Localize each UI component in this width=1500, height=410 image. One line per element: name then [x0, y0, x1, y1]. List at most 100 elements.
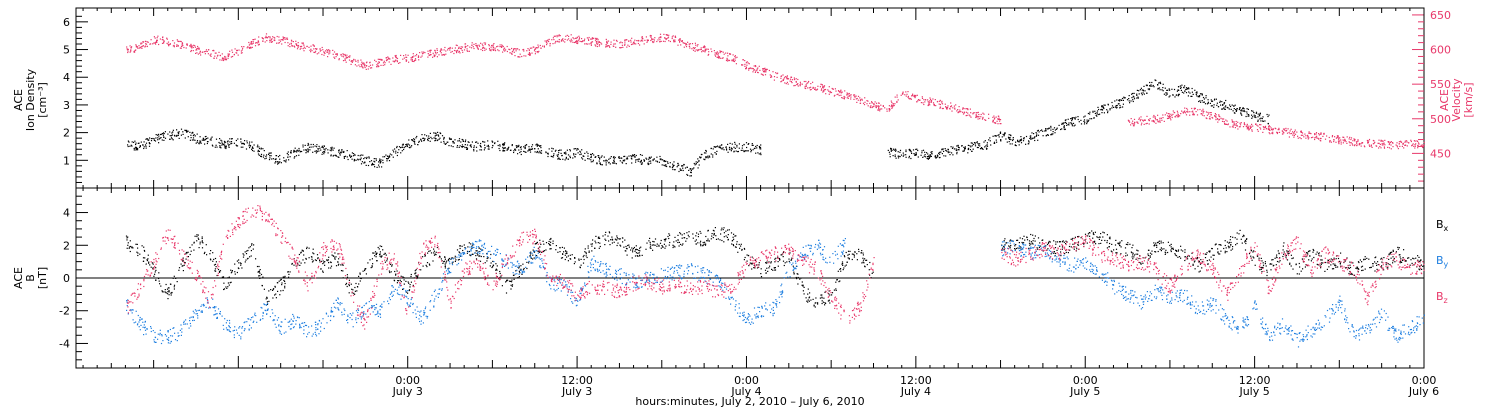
density-point: [1119, 107, 1121, 109]
bx-point: [306, 246, 308, 248]
velocity-point: [893, 104, 895, 107]
density-point: [499, 145, 501, 147]
bx-point: [615, 239, 617, 241]
bx-point: [582, 256, 584, 258]
bx-point: [612, 239, 614, 241]
density-point: [285, 159, 287, 161]
density-point: [1086, 123, 1088, 125]
density-point: [915, 148, 917, 150]
bx-point: [391, 265, 393, 267]
density-point: [528, 149, 530, 151]
density-point: [915, 152, 917, 154]
bx-point: [258, 270, 260, 272]
density-point: [244, 140, 246, 142]
density-point: [1143, 85, 1145, 87]
density-point: [463, 145, 465, 148]
velocity-point: [719, 51, 722, 53]
bx-point: [426, 262, 429, 264]
density-point: [1067, 118, 1069, 120]
density-point: [746, 146, 748, 149]
bx-point: [471, 245, 473, 247]
bx-point: [222, 276, 225, 278]
velocity-point: [667, 37, 669, 39]
velocity-point: [947, 105, 949, 107]
density-point: [637, 160, 639, 162]
bx-point: [522, 269, 525, 271]
density-point: [315, 152, 317, 154]
density-point: [1231, 104, 1233, 106]
velocity-point: [703, 50, 705, 52]
density-point: [401, 144, 404, 146]
velocity-point: [729, 53, 732, 55]
velocity-point: [1226, 120, 1228, 122]
density-point: [974, 145, 977, 147]
density-point: [582, 158, 584, 160]
velocity-point: [498, 50, 500, 52]
velocity-point: [732, 54, 734, 56]
velocity-point: [1260, 128, 1262, 130]
velocity-point: [357, 61, 359, 63]
bx-point: [555, 245, 557, 247]
velocity-point: [1172, 110, 1174, 112]
bx-point: [422, 256, 424, 258]
density-point: [1169, 89, 1171, 91]
bx-point: [189, 246, 191, 249]
velocity-point: [177, 44, 179, 47]
density-point: [561, 155, 563, 157]
bx-point: [458, 251, 460, 253]
velocity-point: [173, 44, 175, 46]
velocity-point: [161, 42, 164, 44]
velocity-point: [1293, 133, 1295, 135]
density-point: [993, 141, 996, 143]
density-point: [258, 150, 260, 152]
velocity-point: [866, 103, 868, 105]
bx-point: [413, 277, 415, 279]
bx-point: [445, 262, 447, 264]
density-point: [307, 142, 309, 145]
velocity-point: [502, 51, 504, 53]
density-point: [386, 158, 388, 160]
velocity-point: [908, 98, 910, 100]
density-point: [133, 141, 135, 143]
density-point: [553, 154, 555, 157]
velocity-point: [871, 106, 873, 109]
velocity-point: [1319, 139, 1321, 142]
velocity-point: [1396, 142, 1398, 144]
density-point: [1257, 116, 1259, 118]
density-point: [278, 162, 280, 164]
density-point: [665, 165, 667, 167]
density-point: [149, 137, 151, 139]
density-point: [160, 133, 162, 136]
density-point: [320, 149, 322, 151]
bx-point: [585, 251, 587, 254]
velocity-point: [543, 45, 545, 47]
bx-point: [573, 263, 575, 265]
velocity-point: [1414, 147, 1416, 149]
density-point: [891, 149, 893, 151]
density-point: [995, 135, 997, 137]
density-point: [993, 142, 995, 144]
density-point: [330, 154, 332, 156]
density-point: [1137, 96, 1139, 98]
bx-point: [354, 293, 356, 295]
velocity-point: [786, 81, 788, 83]
bx-point: [584, 251, 586, 253]
density-point: [1191, 91, 1193, 93]
bx-point: [323, 262, 325, 264]
density-point: [1083, 116, 1085, 118]
density-point: [560, 152, 562, 154]
velocity-point: [344, 53, 346, 56]
velocity-point: [284, 38, 286, 40]
density-point: [160, 133, 163, 135]
density-point: [536, 145, 538, 147]
bx-point: [348, 283, 350, 286]
density-point: [193, 134, 195, 136]
density-point: [1255, 112, 1257, 114]
density-point: [163, 139, 165, 141]
velocity-point: [492, 44, 494, 46]
bx-point: [466, 250, 469, 252]
density-point: [760, 152, 762, 154]
velocity-point: [558, 39, 560, 41]
velocity-point: [466, 48, 468, 50]
velocity-point: [829, 92, 831, 94]
